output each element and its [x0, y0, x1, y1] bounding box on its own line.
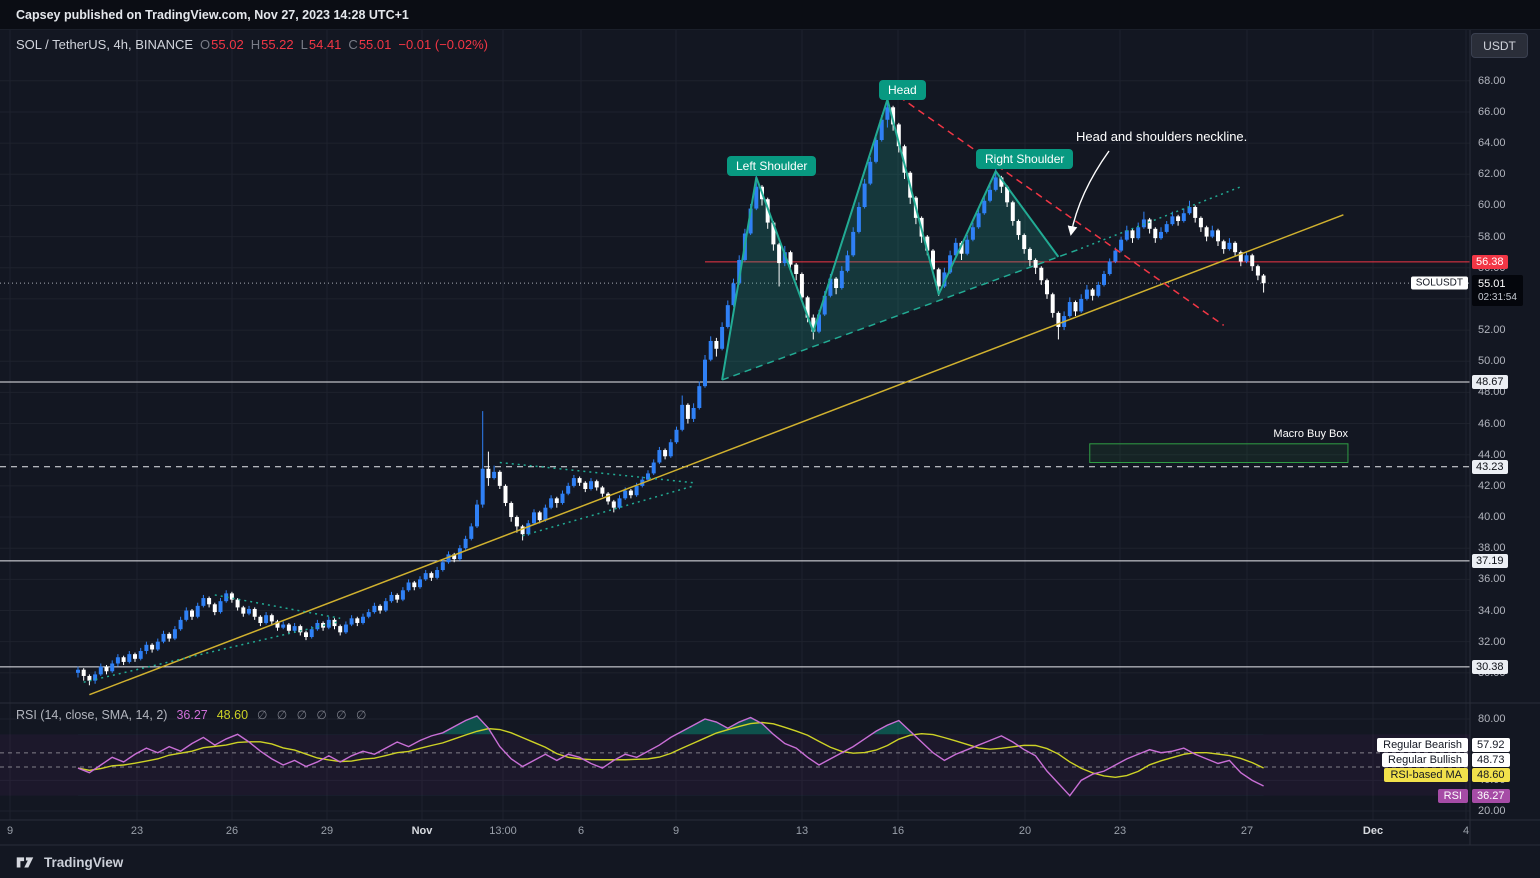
macro-buy-box — [1089, 443, 1349, 464]
rsi-tick: 20.00 — [1478, 804, 1506, 817]
resistance-price-badge: 56.38 — [1472, 255, 1508, 269]
rsi-title[interactable]: RSI (14, close, SMA, 14, 2) — [16, 708, 168, 722]
neckline-arrow — [1067, 150, 1110, 236]
symbol-price-label: SOLUSDT — [1410, 276, 1468, 290]
rsi-overbought-fill — [437, 715, 914, 735]
tradingview-logo-icon[interactable] — [14, 851, 36, 873]
symbol-title[interactable]: SOL / TetherUS, 4h, BINANCE — [16, 37, 194, 52]
time-tick: 23 — [130, 825, 144, 837]
price-tick: 48.00 — [1478, 386, 1506, 399]
time-axis[interactable]: 9 23 26 29 Nov 13:00 6 9 13 16 20 23 27 Dec 4 — [0, 820, 1540, 845]
price-tick: 64.00 — [1478, 137, 1506, 150]
head-label: Head — [879, 80, 926, 100]
neckline-annotation: Head and shoulders neckline. — [1076, 129, 1248, 144]
price-tick: 34.00 — [1478, 604, 1506, 617]
time-tick: 6 — [577, 825, 585, 837]
ohlc-close: C55.01 — [348, 37, 392, 52]
price-tick: 38.00 — [1478, 542, 1506, 555]
last-price-badge: 55.01 02:31:54 — [1472, 275, 1523, 307]
rsi-legend: RSI (14, close, SMA, 14, 2) 36.27 48.60 … — [16, 708, 369, 722]
regular-bullish-label: Regular Bullish — [1382, 753, 1468, 767]
price-tick: 68.00 — [1478, 74, 1506, 87]
rsi-ma-value: 48.60 — [216, 708, 249, 722]
macro-buy-box-label: Macro Buy Box — [1273, 428, 1348, 440]
time-tick: Nov — [411, 825, 433, 837]
brand-name[interactable]: TradingView — [44, 854, 124, 870]
price-tick: 44.00 — [1478, 448, 1506, 461]
candle-countdown: 02:31:54 — [1478, 292, 1517, 304]
time-tick: 29 — [320, 825, 334, 837]
price-axis[interactable]: 56.38 68.0066.0064.0062.0060.0058.0056.0… — [1470, 0, 1540, 845]
rsi-line — [77, 715, 1264, 797]
regular-bearish-label: Regular Bearish — [1377, 738, 1468, 752]
rsi-axis-label: RSI — [1437, 789, 1468, 803]
publish-bar: Capsey published on TradingView.com, Nov… — [0, 0, 1540, 30]
price-tick: 50.00 — [1478, 355, 1506, 368]
price-tick: 62.00 — [1478, 168, 1506, 181]
symbol-legend: SOL / TetherUS, 4h, BINANCE O55.02 H55.2… — [16, 37, 488, 52]
ohlc-low: L54.41 — [300, 37, 342, 52]
level-price-badge: 43.23 — [1472, 459, 1508, 474]
right-shoulder-label: Right Shoulder — [976, 149, 1074, 169]
time-tick: 16 — [891, 825, 905, 837]
level-price-badge: 37.19 — [1472, 553, 1508, 568]
rsi-tick: 80.00 — [1478, 713, 1506, 725]
rsi-band — [0, 734, 1470, 796]
change-value: −0.01 (−0.02%) — [398, 37, 488, 52]
consolidation-1-lower — [83, 620, 341, 683]
rsi-empty-values: ∅ ∅ ∅ ∅ ∅ ∅ — [257, 708, 370, 722]
hs-neckline — [721, 249, 1076, 381]
price-tick: 58.00 — [1478, 230, 1506, 243]
time-tick: 13 — [795, 825, 809, 837]
currency-toggle-button[interactable]: USDT — [1471, 33, 1528, 58]
rsi-ma-label: RSI-based MA — [1384, 768, 1468, 782]
ohlc-high: H55.22 — [250, 37, 294, 52]
time-tick: 4 — [1462, 825, 1470, 837]
time-tick: 27 — [1240, 825, 1254, 837]
time-tick: 23 — [1113, 825, 1127, 837]
level-price-badge: 48.67 — [1472, 374, 1508, 389]
time-tick: 9 — [6, 825, 14, 837]
footer-bar: TradingView — [0, 846, 1540, 878]
head-shoulders-fill — [722, 99, 1059, 380]
level-price-badge: 30.38 — [1472, 659, 1508, 674]
price-tick: 66.00 — [1478, 105, 1506, 118]
price-tick: 36.00 — [1478, 573, 1506, 586]
price-tick: 60.00 — [1478, 199, 1506, 212]
ohlc-open: O55.02 — [200, 37, 244, 52]
primary-uptrend — [89, 214, 1344, 696]
price-tick: 32.00 — [1478, 635, 1506, 648]
candles — [76, 96, 1266, 686]
rsi-axis-value: 36.27 — [1472, 789, 1510, 803]
consolidation-2-upper — [499, 461, 694, 484]
regular-bullish-value: 48.73 — [1472, 753, 1510, 767]
publish-info: Capsey published on TradingView.com, Nov… — [16, 7, 409, 22]
price-tick: 42.00 — [1478, 479, 1506, 492]
left-shoulder-label: Left Shoulder — [727, 156, 817, 176]
price-tick: 52.00 — [1478, 324, 1506, 337]
time-tick: 20 — [1018, 825, 1032, 837]
time-tick: Dec — [1362, 825, 1384, 837]
rsi-ma-axis-value: 48.60 — [1472, 768, 1510, 782]
post-head-downtrend — [898, 95, 1225, 327]
price-tick: 46.00 — [1478, 417, 1506, 430]
last-price-value: 55.01 — [1478, 278, 1506, 290]
price-tick: 40.00 — [1478, 511, 1506, 524]
rsi-value: 36.27 — [176, 708, 208, 722]
time-tick: 13:00 — [489, 825, 517, 837]
regular-bearish-value: 57.92 — [1472, 738, 1510, 752]
time-tick: 26 — [225, 825, 239, 837]
time-tick: 9 — [672, 825, 680, 837]
rsi-ma-line — [77, 721, 1264, 778]
